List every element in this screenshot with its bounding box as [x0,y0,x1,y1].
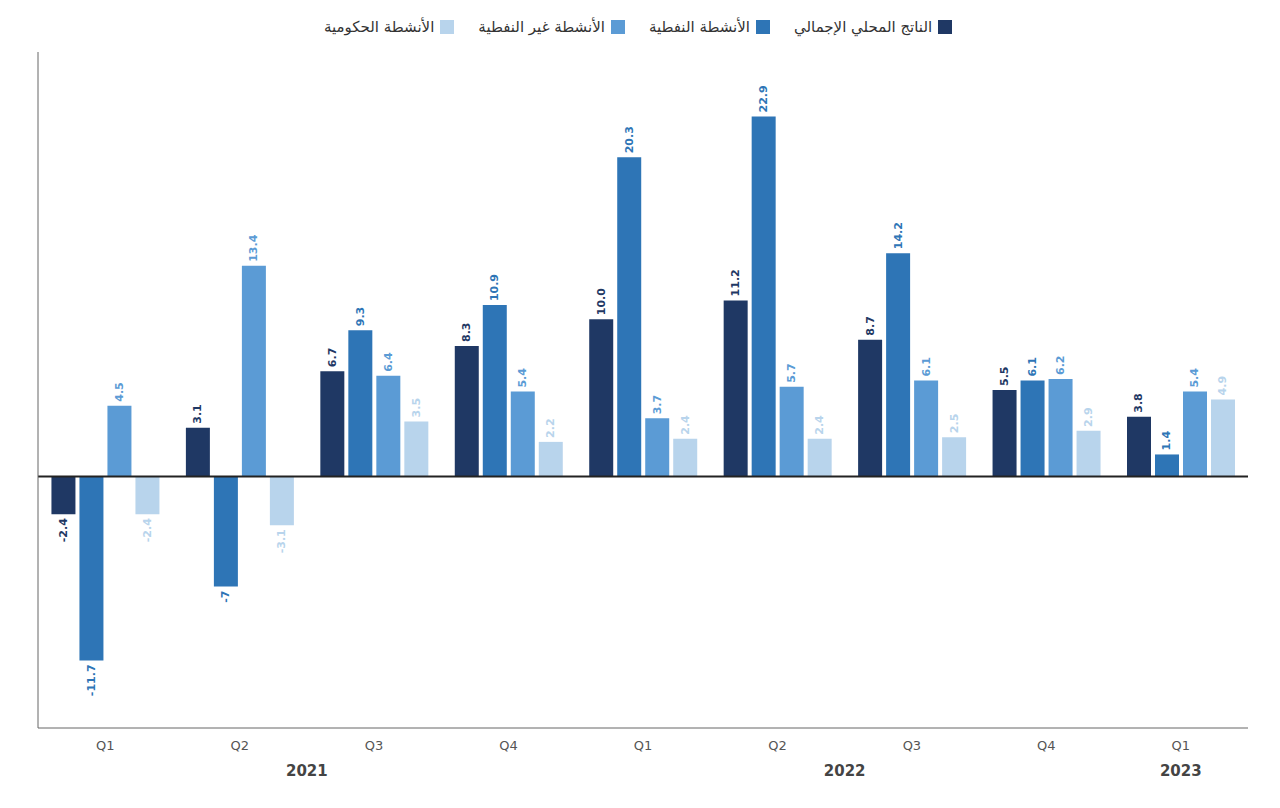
svg-text:4.5: 4.5 [113,382,126,402]
svg-text:3.1: 3.1 [191,404,204,424]
html-text:الناتج المحلي الإجمالي: الناتج المحلي الإجمالي [794,18,933,36]
svg-text:2.9: 2.9 [1082,407,1095,427]
svg-text:2.4: 2.4 [679,415,692,435]
svg-text:3.5: 3.5 [410,398,423,418]
svg-text:5.5: 5.5 [998,367,1011,387]
svg-text:-2.4: -2.4 [141,518,154,542]
svg-text:2022: 2022 [824,762,866,780]
svg-text:Q1: Q1 [96,738,115,753]
svg-text:5.4: 5.4 [516,368,529,388]
html-text:الأنشطة الحكومية: الأنشطة الحكومية [323,18,435,36]
svg-text:3.8: 3.8 [1133,393,1146,413]
svg-text:11.2: 11.2 [729,269,742,296]
svg-text:6.7: 6.7 [326,348,339,368]
svg-text:-2.4: -2.4 [57,518,70,542]
svg-text:5.4: 5.4 [1189,368,1202,388]
svg-text:14.2: 14.2 [892,222,905,249]
svg-text:13.4: 13.4 [247,234,260,261]
svg-text:3.7: 3.7 [651,395,664,415]
svg-text:6.4: 6.4 [382,352,395,372]
svg-text:-7: -7 [219,591,232,603]
svg-text:2021: 2021 [286,762,328,780]
svg-text:5.7: 5.7 [785,363,798,383]
svg-text:2.2: 2.2 [544,418,557,438]
svg-text:10.9: 10.9 [488,274,501,301]
svg-text:2023: 2023 [1160,762,1202,780]
svg-text:Q3: Q3 [903,738,922,753]
html-text:الأنشطة غير النفطية: الأنشطة غير النفطية [478,18,605,36]
svg-text:Q1: Q1 [1172,738,1191,753]
svg-text:Q4: Q4 [1037,738,1056,753]
svg-text:Q2: Q2 [768,738,787,753]
svg-text:2.5: 2.5 [948,414,961,434]
svg-text:Q1: Q1 [634,738,653,753]
svg-text:10.0: 10.0 [595,288,608,315]
svg-text:2.4: 2.4 [813,415,826,435]
svg-text:20.3: 20.3 [623,126,636,153]
svg-text:-11.7: -11.7 [85,664,98,696]
svg-text:6.1: 6.1 [1026,357,1039,377]
svg-text:4.9: 4.9 [1217,376,1230,396]
svg-text:6.2: 6.2 [1054,355,1067,375]
svg-text:Q4: Q4 [499,738,518,753]
svg-text:Q2: Q2 [230,738,249,753]
svg-text:1.4: 1.4 [1161,431,1174,451]
svg-text:Q3: Q3 [365,738,384,753]
svg-text:-3.1: -3.1 [275,529,288,553]
html-text:الأنشطة النفطية: الأنشطة النفطية [648,18,750,36]
svg-text:6.1: 6.1 [920,357,933,377]
svg-text:22.9: 22.9 [757,85,770,112]
svg-text:8.7: 8.7 [864,316,877,336]
svg-text:9.3: 9.3 [354,307,367,327]
svg-text:8.3: 8.3 [460,322,473,342]
